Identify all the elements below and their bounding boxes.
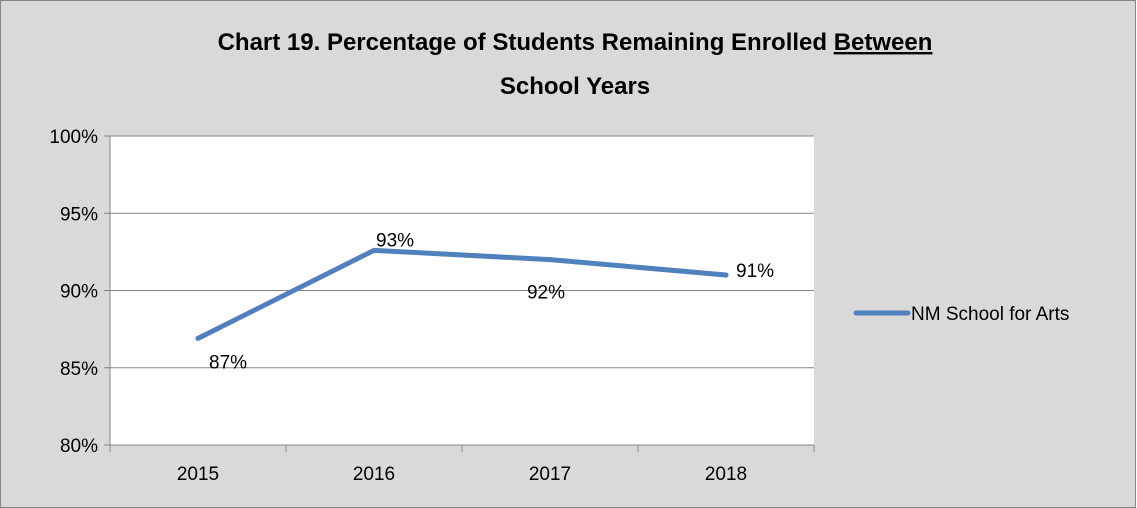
data-label: 92% <box>527 283 565 304</box>
gridlines <box>110 135 814 369</box>
axes: 80% 85% 90% 95% 100% 2015 2016 2017 2018 <box>49 127 815 485</box>
x-tick-label: 2016 <box>353 464 395 485</box>
x-tick-label: 2018 <box>705 464 747 485</box>
y-tick-label: 85% <box>60 359 98 380</box>
y-tick-label: 80% <box>60 436 98 457</box>
data-label: 93% <box>376 230 414 251</box>
series <box>195 247 729 341</box>
chart-title-segment: School Years <box>500 73 650 100</box>
series-line <box>195 247 729 341</box>
data-label: 87% <box>209 352 247 373</box>
data-point <box>723 272 729 278</box>
x-tick-label: 2015 <box>177 464 219 485</box>
y-tick-label: 100% <box>49 127 98 148</box>
chart-title-line: School Years <box>500 73 650 100</box>
chart-title-underlined-word: Between <box>834 29 933 56</box>
legend: NM School for Arts <box>853 304 1069 325</box>
chart-title: Chart 19. Percentage of Students Remaini… <box>218 29 933 100</box>
data-point <box>371 247 377 253</box>
y-tick-label: 95% <box>60 204 98 225</box>
chart-title-segment: Chart 19. Percentage of Students Remaini… <box>218 29 834 56</box>
legend-label: NM School for Arts <box>911 304 1069 325</box>
y-tick-label: 90% <box>60 282 98 303</box>
data-label: 91% <box>736 261 774 282</box>
data-labels: 87% 93% 92% 91% <box>209 230 774 373</box>
data-point <box>547 257 553 263</box>
chart-title-line: Chart 19. Percentage of Students Remaini… <box>218 29 933 56</box>
x-tick-label: 2017 <box>529 464 571 485</box>
data-point <box>195 335 201 341</box>
